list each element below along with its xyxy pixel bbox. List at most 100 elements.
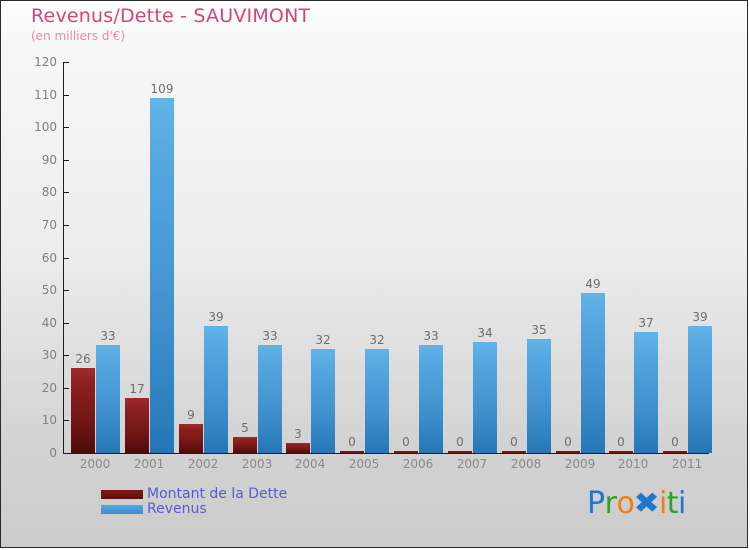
bar-value-label: 39 [208,309,224,324]
y-axis-tick-label: 40 [41,315,57,330]
y-axis-tick-label: 70 [41,217,57,232]
bar-group: 0 37 2010 [609,62,658,471]
y-axis-tick-label: 10 [41,413,57,428]
bar-revenus[interactable]: 39 [204,310,228,453]
bar-value-label: 32 [369,332,385,347]
y-axis-tick: 80 [42,185,69,199]
y-axis-tick-mark [64,453,69,454]
y-axis-tick: 30 [42,348,69,362]
bar-value-label: 3 [294,427,302,442]
bar-value-label: 0 [564,435,572,449]
y-axis-tick: 100 [34,120,69,134]
bar-value-label: 37 [638,316,654,331]
logo-letter: t [666,486,679,521]
bar-dette[interactable]: 0 [663,435,687,453]
y-axis-tick: 120 [34,55,69,69]
plot-area: 0 10 20 30 40 50 60 70 80 90 100 110 120 26 33 2000 17 1… [34,55,712,471]
y-axis-tick-mark [64,62,69,63]
bar-group: 0 32 2005 [340,62,389,471]
x-axis-tick-label: 2004 [294,457,326,471]
x-axis-tick-label: 2006 [402,457,434,471]
bar-dette[interactable]: 9 [179,408,203,453]
bar-group: 17 109 2001 [125,62,174,471]
bar-value-label: 33 [262,329,278,344]
x-axis-tick-label: 2008 [510,457,542,471]
x-axis-tick-label: 2000 [79,457,111,471]
y-axis-tick-mark [64,257,69,259]
y-axis-tick-label: 50 [41,283,57,298]
bar-group: 5 33 2003 [233,62,282,471]
y-axis-tick-mark [64,420,69,422]
bar-revenus[interactable]: 49 [581,277,605,453]
bar-value-label: 39 [692,309,708,324]
legend-item-dette: Montant de la Dette [101,487,287,502]
bar-revenus[interactable]: 37 [634,316,658,453]
bar-dette[interactable]: 0 [394,435,418,453]
x-axis-tick-label: 2005 [348,457,380,471]
bar-revenus[interactable]: 109 [150,82,174,453]
bar-value-label: 33 [100,329,116,344]
bar-value-label: 0 [617,435,625,449]
bars-layer: 26 33 2000 17 109 2001 9 39 2002 5 33 2003 3 32 2004 0 3… [63,62,712,471]
x-axis-tick-label: 2010 [617,457,649,471]
bar-revenus[interactable]: 35 [527,323,551,453]
bar-dette[interactable]: 0 [609,435,633,453]
bar-group: 0 49 2009 [556,62,605,471]
bar-revenus[interactable]: 34 [473,326,497,453]
chart-subtitle: (en milliers d'€) [31,29,126,43]
bar-value-label: 0 [671,435,679,449]
bar-value-label: 33 [423,329,439,344]
page-title: Revenus/Dette - SAUVIMONT [31,5,311,27]
bar-revenus[interactable]: 32 [365,333,389,453]
y-axis-tick-label: 60 [41,250,57,265]
y-axis-tick-mark [64,290,69,292]
y-axis-tick-label: 110 [34,87,57,102]
logo-letter: ✖ [633,486,660,521]
bar-revenus[interactable]: 33 [419,329,443,453]
bar-value-label: 26 [75,352,91,367]
bar-dette[interactable]: 0 [502,435,526,453]
bar-revenus[interactable]: 39 [688,310,712,453]
x-axis-tick-label: 2002 [187,457,219,471]
logo-letter: P [587,486,605,521]
y-axis-tick-mark [64,159,69,161]
bar-dette[interactable]: 3 [286,427,310,453]
bar-dette[interactable]: 0 [340,435,364,453]
logo-letter: r [604,486,617,521]
bar-dette[interactable]: 5 [233,421,257,453]
legend: Montant de la Dette Revenus [101,487,287,517]
legend-label-revenus: Revenus [147,501,207,517]
bar-dette[interactable]: 0 [556,435,580,453]
bar-revenus[interactable]: 33 [96,329,120,453]
y-axis-tick: 60 [42,251,69,265]
bar-value-label: 0 [402,435,410,449]
bar-dette[interactable]: 26 [71,352,95,453]
legend-item-revenus: Revenus [101,502,287,517]
y-axis-tick-label: 80 [41,185,57,200]
x-axis-tick-label: 2011 [671,457,703,471]
y-axis-tick: 50 [42,283,69,297]
bar-value-label: 0 [510,435,518,449]
bar-value-label: 17 [129,381,145,396]
bar-dette[interactable]: 0 [448,435,472,453]
y-axis-tick-mark [64,192,69,194]
y-axis-tick: 40 [42,316,69,330]
y-axis-line [63,62,64,454]
logo-letter: i [678,486,686,521]
bar-group: 0 34 2007 [448,62,497,471]
y-axis-tick-label: 0 [49,446,57,460]
x-axis-tick-label: 2009 [564,457,596,471]
bar-value-label: 9 [187,407,195,422]
bar-group: 3 32 2004 [286,62,335,471]
x-axis-tick-label: 2007 [456,457,488,471]
bar-revenus[interactable]: 32 [311,333,335,453]
x-axis-line [63,453,709,454]
y-axis-tick-mark [64,94,69,96]
bar-revenus[interactable]: 33 [258,329,282,453]
y-axis-tick-label: 20 [41,380,57,395]
bar-dette[interactable]: 17 [125,382,149,453]
x-axis-tick-label: 2001 [133,457,165,471]
y-axis-tick-mark [64,355,69,357]
y-axis-tick-label: 30 [41,348,57,363]
bar-value-label: 34 [477,326,493,341]
